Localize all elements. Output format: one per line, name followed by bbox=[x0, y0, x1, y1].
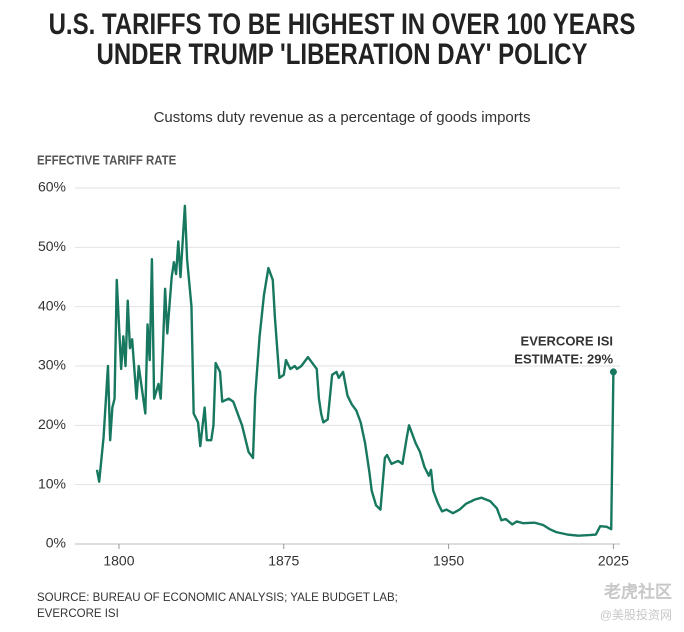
y-tick-label: 10% bbox=[38, 475, 66, 491]
data-line bbox=[95, 204, 615, 537]
end-point bbox=[609, 368, 617, 376]
annotation: ESTIMATE: 29% bbox=[514, 351, 613, 366]
source-note: SOURCE: BUREAU OF ECONOMIC ANALYSIS; YAL… bbox=[37, 592, 398, 604]
y-tick-label: 0% bbox=[46, 535, 66, 551]
x-tick-label: 1800 bbox=[103, 553, 134, 569]
x-tick-label: 1875 bbox=[268, 553, 299, 569]
chart-subtitle: Customs duty revenue as a percentage of … bbox=[153, 109, 531, 126]
y-tick-label: 30% bbox=[38, 357, 66, 373]
chart-title: U.S. TARIFFS TO BE HIGHEST IN OVER 100 Y… bbox=[48, 10, 636, 71]
y-tick-label: 40% bbox=[38, 297, 66, 313]
x-tick-label: 1950 bbox=[433, 553, 464, 569]
y-tick-label: 60% bbox=[38, 179, 66, 195]
source-note: EVERCORE ISI bbox=[37, 608, 119, 620]
y-tick-label: 20% bbox=[38, 416, 66, 432]
annotation: EVERCORE ISI bbox=[521, 333, 613, 348]
y-tick-label: 50% bbox=[38, 238, 66, 254]
x-tick-label: 2025 bbox=[598, 553, 629, 569]
title-box: U.S. TARIFFS TO BE HIGHEST IN OVER 100 Y… bbox=[0, 10, 684, 106]
y-axis-label: EFFECTIVE TARIFF RATE bbox=[37, 153, 176, 168]
watermark: @美股投资网 bbox=[600, 607, 672, 622]
watermark: 老虎社区 bbox=[603, 581, 672, 601]
